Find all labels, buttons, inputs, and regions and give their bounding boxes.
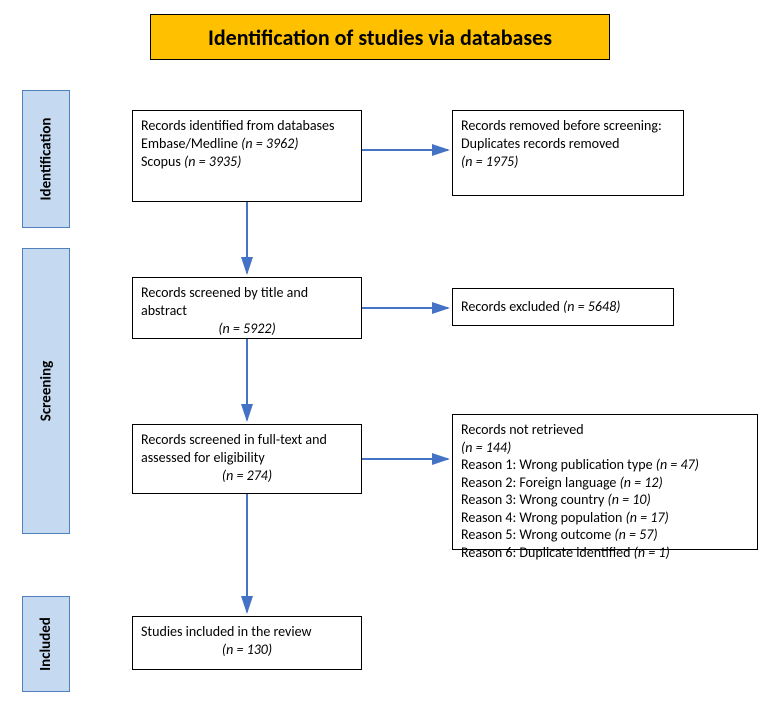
identified-line1: Records identified from databases: [141, 117, 353, 135]
not-retrieved-r3: Reason 3: Wrong country (n = 10): [461, 491, 749, 509]
box-included: Studies included in the review (n = 130): [132, 616, 362, 670]
box-removed: Records removed before screening: Duplic…: [452, 110, 684, 196]
box-excluded-ta: Records excluded (n = 5648): [452, 288, 674, 326]
removed-line2: Duplicates records removed: [461, 135, 675, 153]
not-retrieved-line1: Records not retrieved: [461, 421, 749, 439]
box-screened-ft: Records screened in full-text and assess…: [132, 424, 362, 494]
screened-ft-line2: (n = 274): [141, 467, 353, 485]
stage-included: Included: [22, 596, 70, 692]
title-box: Identification of studies via databases: [150, 14, 610, 60]
stage-screening-label: Screening: [37, 361, 55, 422]
stage-identification-label: Identification: [37, 118, 55, 201]
identified-line3: Scopus (n = 3935): [141, 153, 353, 171]
not-retrieved-r6: Reason 6: Duplicate identified (n = 1): [461, 544, 749, 562]
not-retrieved-r4: Reason 4: Wrong population (n = 17): [461, 509, 749, 527]
screened-ft-line1: Records screened in full-text and assess…: [141, 431, 353, 467]
stage-screening: Screening: [22, 248, 70, 534]
box-not-retrieved: Records not retrieved (n = 144) Reason 1…: [452, 414, 758, 550]
box-identified: Records identified from databases Embase…: [132, 110, 362, 202]
title-text: Identification of studies via databases: [208, 24, 552, 51]
screened-ta-line2: (n = 5922): [141, 320, 353, 338]
excluded-ta-line1: Records excluded (n = 5648): [461, 298, 620, 316]
removed-line3: (n = 1975): [461, 153, 675, 171]
not-retrieved-r5: Reason 5: Wrong outcome (n = 57): [461, 526, 749, 544]
removed-line1: Records removed before screening:: [461, 117, 675, 135]
included-line2: (n = 130): [141, 641, 353, 659]
not-retrieved-r1: Reason 1: Wrong publication type (n = 47…: [461, 456, 749, 474]
included-line1: Studies included in the review: [141, 623, 353, 641]
box-screened-ta: Records screened by title and abstract (…: [132, 277, 362, 339]
not-retrieved-line2: (n = 144): [461, 439, 749, 457]
screened-ta-line1: Records screened by title and abstract: [141, 284, 353, 320]
flow-arrows: [0, 0, 781, 722]
identified-line2: Embase/Medline (n = 3962): [141, 135, 353, 153]
stage-identification: Identification: [22, 90, 70, 228]
not-retrieved-r2: Reason 2: Foreign language (n = 12): [461, 474, 749, 492]
stage-included-label: Included: [37, 617, 55, 671]
